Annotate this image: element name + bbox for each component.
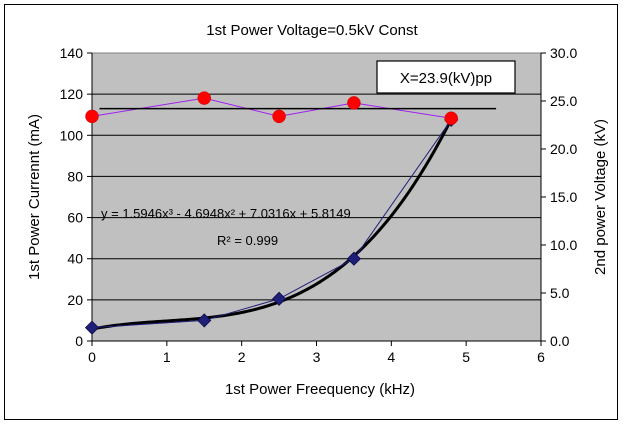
series-2-point — [85, 109, 99, 124]
x-tick-label: 1 — [163, 349, 171, 365]
x-tick-label: 3 — [313, 349, 321, 365]
y-tick-label: 80 — [67, 168, 83, 184]
markers-layer — [84, 91, 459, 335]
x-tick-label: 2 — [238, 349, 246, 365]
series-1-point — [197, 313, 212, 328]
x-tick-label: 6 — [537, 349, 545, 365]
series-1-point — [84, 320, 100, 335]
series-2-point — [347, 96, 361, 110]
y2-tick-label: 25.0 — [550, 93, 577, 109]
y2-tick-label: 20.0 — [550, 141, 577, 157]
x-axis-title: 1st Power Freequency (kHz) — [225, 381, 415, 398]
series-2-point — [272, 109, 286, 124]
y-tick-label: 140 — [60, 45, 84, 61]
trendline-curve — [91, 118, 453, 331]
trendline-equation: y = 1.5946x³ - 4.6948x² + 7.0316x + 5.81… — [101, 206, 351, 221]
plot-area — [91, 52, 542, 342]
axes — [87, 52, 546, 346]
chart-svg: 0204060801001201400.05.010.015.020.025.0… — [26, 22, 609, 398]
y2-tick-label: 0.0 — [550, 333, 570, 349]
tick-labels: 0204060801001201400.05.010.015.020.025.0… — [60, 45, 578, 365]
y-tick-label: 120 — [60, 86, 84, 102]
y2-tick-label: 10.0 — [550, 237, 577, 253]
x-tick-label: 5 — [462, 349, 470, 365]
y2-tick-label: 30.0 — [550, 45, 577, 61]
y-tick-label: 20 — [67, 292, 83, 308]
y2-tick-label: 5.0 — [550, 285, 570, 301]
annotation-box-text: X=23.9(kV)pp — [400, 70, 492, 87]
y-tick-label: 0 — [75, 333, 83, 349]
y2-axis-title: 2nd power Voltage (kV) — [592, 119, 609, 275]
chart-title: 1st Power Voltage=0.5kV Const — [206, 22, 418, 39]
chart-frame: 0 20 40 60 80 100 120 140 0.0 5.0 10.0 15.0 20.0 25.0… — [4, 4, 618, 420]
y-tick-label: 40 — [67, 251, 83, 267]
y-axis-title: 1st Power Currennt (mA) — [26, 114, 43, 280]
y-tick-label: 100 — [60, 127, 84, 143]
trendline-r2: R² = 0.999 — [217, 233, 278, 248]
trendline — [91, 118, 453, 331]
x-tick-label: 4 — [387, 349, 395, 365]
series-1-point — [346, 251, 361, 266]
y2-tick-label: 15.0 — [550, 189, 577, 205]
annotation-box — [376, 60, 516, 94]
gridlines — [92, 93, 541, 301]
x-tick-label: 0 — [88, 349, 96, 365]
series-1-point — [272, 291, 287, 306]
series-2-point — [197, 91, 211, 105]
series-2-point — [444, 111, 458, 126]
y-tick-label: 60 — [67, 210, 83, 226]
